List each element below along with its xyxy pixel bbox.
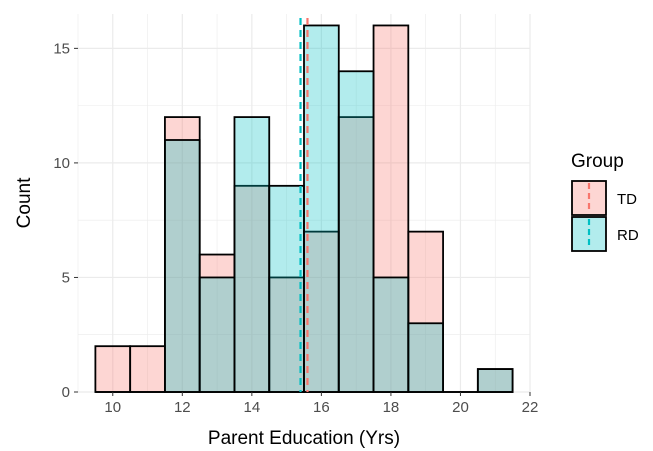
bars bbox=[94, 24, 514, 393]
bar-td bbox=[94, 345, 132, 393]
bar-rd bbox=[337, 70, 375, 393]
y-tick-label: 5 bbox=[62, 269, 70, 286]
y-axis-title: Count bbox=[14, 177, 35, 228]
y-tick-label: 0 bbox=[62, 384, 70, 401]
bar-rd bbox=[198, 276, 236, 393]
bar-td bbox=[268, 276, 305, 393]
bar-rd bbox=[303, 24, 340, 393]
x-axis-ticks: 10 12 14 16 18 20 22 bbox=[104, 392, 538, 416]
y-tick-label: 10 bbox=[53, 155, 70, 172]
x-tick-label: 10 bbox=[104, 399, 121, 416]
legend-label-rd: RD bbox=[617, 227, 639, 244]
bar-td bbox=[164, 116, 201, 393]
x-tick-label: 12 bbox=[174, 399, 191, 416]
y-tick-label: 15 bbox=[53, 40, 70, 57]
bar-rd bbox=[407, 322, 444, 393]
y-axis-ticks: 0 5 10 15 bbox=[53, 40, 78, 401]
bar-rd bbox=[268, 184, 305, 393]
legend-title: Group bbox=[571, 151, 624, 172]
x-tick-label: 22 bbox=[522, 399, 539, 416]
bar-rd bbox=[372, 276, 410, 393]
x-tick-label: 14 bbox=[244, 399, 261, 416]
bar-td bbox=[407, 230, 444, 393]
bar-rd bbox=[233, 116, 271, 393]
mean-lines bbox=[299, 18, 309, 392]
legend-label-td: TD bbox=[617, 191, 637, 208]
x-tick-label: 16 bbox=[313, 399, 330, 416]
x-tick-label: 18 bbox=[383, 399, 400, 416]
legend: Group TD RD bbox=[571, 151, 639, 252]
x-axis-title: Parent Education (Yrs) bbox=[208, 428, 400, 449]
bar-td bbox=[372, 24, 410, 393]
legend-items: TD RD bbox=[571, 180, 639, 252]
bar-td bbox=[129, 345, 166, 393]
bar-rd bbox=[476, 368, 514, 393]
bar-rd bbox=[164, 139, 201, 393]
x-tick-label: 20 bbox=[452, 399, 469, 416]
